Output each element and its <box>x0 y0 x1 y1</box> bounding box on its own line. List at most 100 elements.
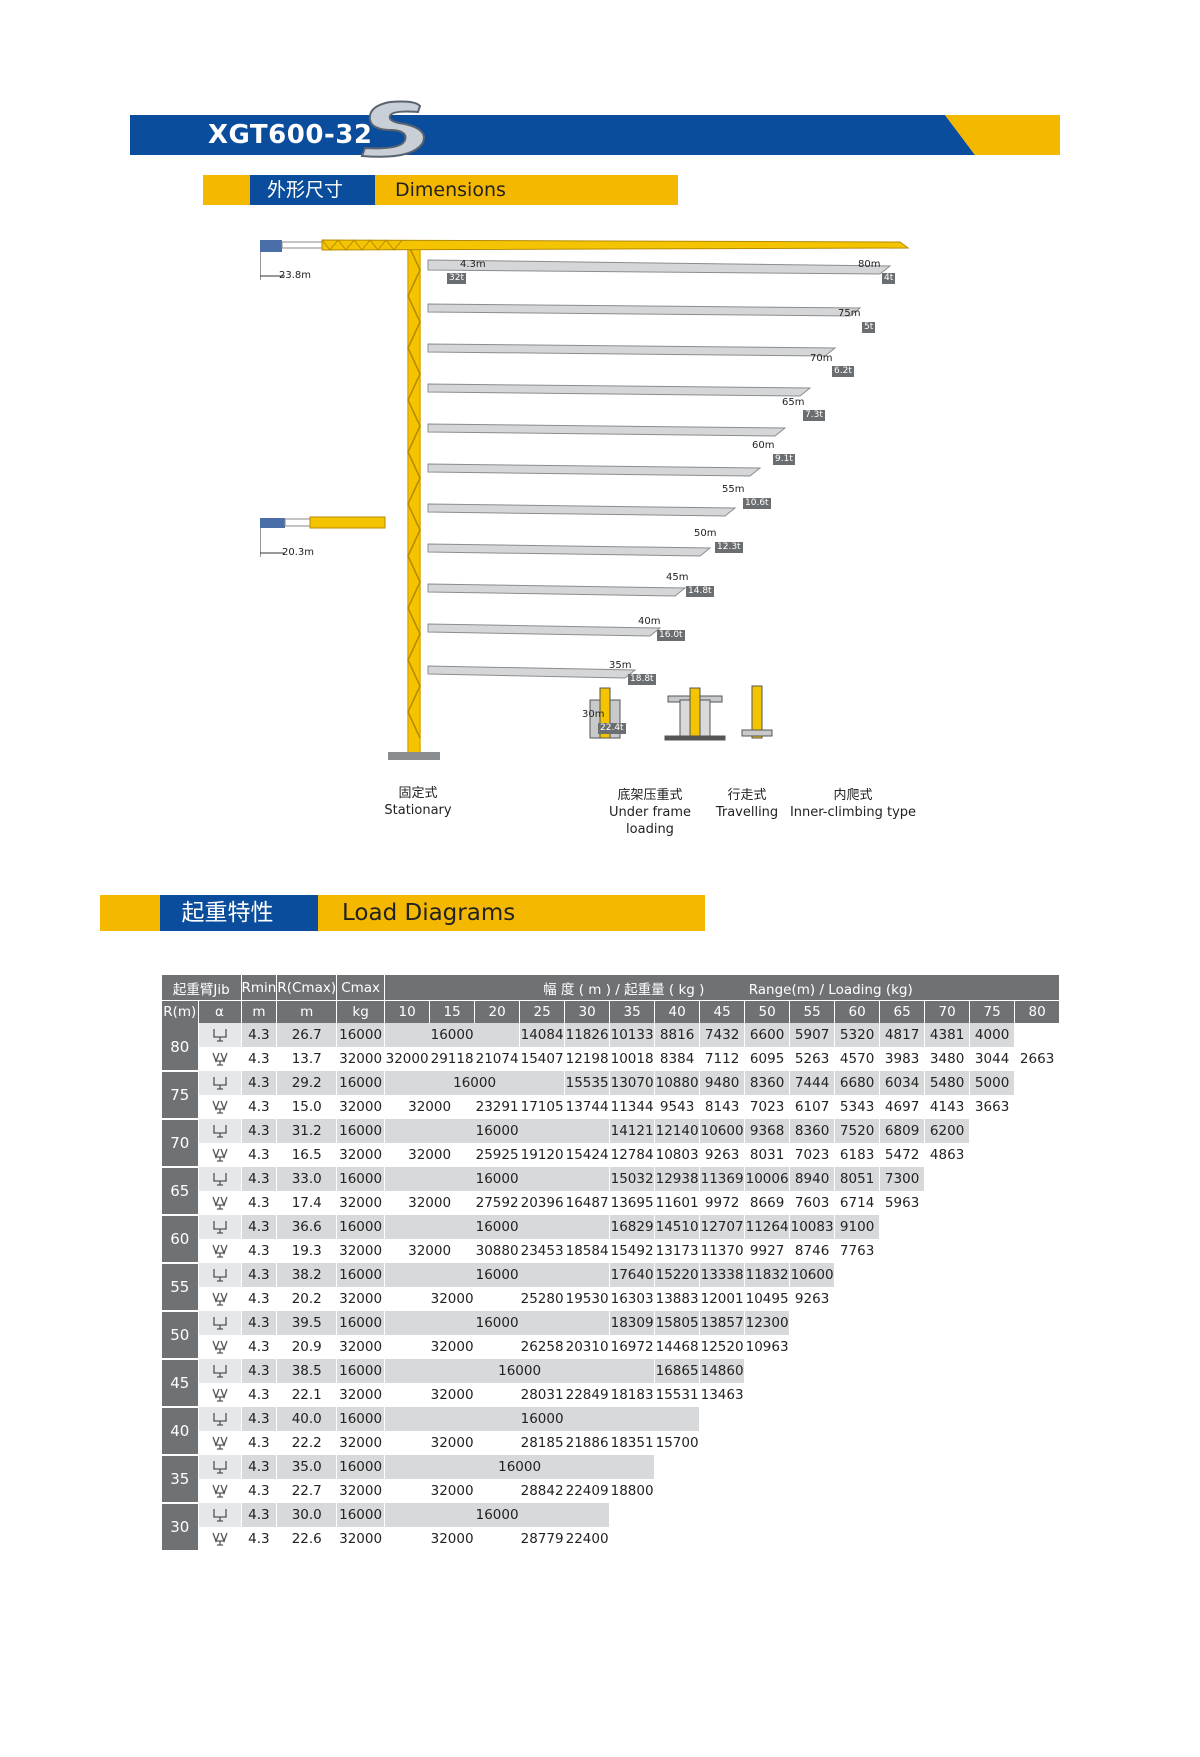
load-cell: 5480 <box>924 1071 971 1095</box>
top-jib-max-load: 4t <box>882 273 896 284</box>
single-hook-icon <box>198 1071 242 1095</box>
load-cell: 7520 <box>834 1119 881 1143</box>
header-range-30: 30 <box>564 1000 611 1023</box>
rcmax-cell: 38.2 <box>276 1263 338 1287</box>
load-cell: 16000 <box>384 1359 656 1383</box>
header-range-20: 20 <box>474 1000 521 1023</box>
jib-load-45: 14.8t <box>686 586 714 597</box>
empty-cell <box>924 1167 1061 1191</box>
load-cell: 7763 <box>834 1239 881 1263</box>
header-range-50: 50 <box>744 1000 791 1023</box>
rmin-cell: 4.3 <box>241 1263 278 1287</box>
type-travelling-en: Travelling <box>715 805 779 820</box>
rcmax-cell: 33.0 <box>276 1167 338 1191</box>
load-cell: 14084 <box>519 1023 566 1047</box>
load-cell: 16972 <box>609 1335 656 1359</box>
load-cell: 5000 <box>969 1071 1016 1095</box>
load-cell: 32000 <box>384 1527 521 1551</box>
top-jib-min-range: 4.3m <box>460 259 486 270</box>
table-row: 35 4.3 35.0 16000 16000 <box>162 1455 1061 1504</box>
load-cell: 11264 <box>744 1215 791 1239</box>
load-cell: 10133 <box>609 1023 656 1047</box>
load-cell: 13173 <box>654 1239 701 1263</box>
load-cell: 15032 <box>609 1167 656 1191</box>
single-hook-icon <box>198 1407 242 1431</box>
load-label-en: Load Diagrams <box>342 900 516 926</box>
load-cell: 19120 <box>519 1143 566 1167</box>
empty-cell <box>699 1407 1061 1431</box>
load-cell: 23453 <box>519 1239 566 1263</box>
jib-length-cell: 30 <box>162 1503 199 1552</box>
load-cell: 14468 <box>654 1335 701 1359</box>
load-cell: 4143 <box>924 1095 971 1119</box>
rmin-cell: 4.3 <box>241 1479 278 1503</box>
table-row: 4.3 17.4 32000 32000 27592 20396 16487 13695 116… <box>162 1191 1061 1215</box>
load-cell: 11370 <box>699 1239 746 1263</box>
s-logo-icon <box>360 100 425 158</box>
load-cell: 7432 <box>699 1023 746 1047</box>
jib-load-60: 9.1t <box>773 454 795 465</box>
rcmax-cell: 20.2 <box>276 1287 338 1311</box>
load-cell: 7023 <box>789 1143 836 1167</box>
table-row: 40 4.3 40.0 16000 16000 <box>162 1407 1061 1456</box>
empty-cell <box>924 1191 1061 1215</box>
load-cell: 8746 <box>789 1239 836 1263</box>
top-jib-min-load: 32t <box>447 273 466 284</box>
load-cell: 18584 <box>564 1239 611 1263</box>
load-cell: 27592 <box>474 1191 521 1215</box>
jib-load-35: 18.8t <box>628 674 656 685</box>
load-cell: 8360 <box>744 1071 791 1095</box>
load-cell: 13857 <box>699 1311 746 1335</box>
load-cell: 15424 <box>564 1143 611 1167</box>
type-stationary-en: Stationary <box>384 803 452 818</box>
load-table: 起重臂Jib Rmin R(Cmax) Cmax 幅 度 ( m ) / 起重量… <box>162 975 1061 1552</box>
load-cell: 21886 <box>564 1431 611 1455</box>
load-cell: 28779 <box>519 1527 566 1551</box>
jib-range-55: 55m <box>722 484 745 495</box>
rcmax-cell: 22.7 <box>276 1479 338 1503</box>
header-range-45: 45 <box>699 1000 746 1023</box>
load-cell: 17640 <box>609 1263 656 1287</box>
empty-cell <box>654 1479 1061 1503</box>
jib-load-55: 10.6t <box>743 498 771 509</box>
load-cell: 4863 <box>924 1143 971 1167</box>
empty-cell <box>879 1215 1061 1239</box>
jib-length-cell: 45 <box>162 1359 199 1408</box>
single-hook-icon <box>198 1263 242 1287</box>
load-cell: 6200 <box>924 1119 971 1143</box>
cmax-cell: 32000 <box>336 1479 386 1503</box>
table-row: 45 4.3 38.5 16000 16000 16865 14860 <box>162 1359 1061 1408</box>
single-hook-icon <box>198 1503 242 1527</box>
load-cell: 12198 <box>564 1047 611 1071</box>
table-header-row-2: R(m) α m m kg 10 15 20 25 30 35 40 45 50 55 60 65 70… <box>162 1000 1061 1023</box>
table-body: 80 4.3 26.7 16000 16000 14084 11826 10133 8816 74… <box>162 1023 1061 1552</box>
table-row: 4.3 22.6 32000 32000 28779 22400 <box>162 1527 1061 1551</box>
load-cell: 5472 <box>879 1143 926 1167</box>
top-jib <box>260 239 910 280</box>
type-inner-climbing-en: Inner-climbing type <box>789 805 917 820</box>
cmax-cell: 16000 <box>336 1023 386 1047</box>
header-banner <box>130 115 1060 155</box>
rcmax-cell: 36.6 <box>276 1215 338 1239</box>
load-cell: 10963 <box>744 1335 791 1359</box>
cmax-cell: 32000 <box>336 1431 386 1455</box>
cmax-cell: 16000 <box>336 1455 386 1479</box>
load-cell: 15220 <box>654 1263 701 1287</box>
load-cell: 6714 <box>834 1191 881 1215</box>
empty-cell <box>879 1239 1061 1263</box>
empty-cell <box>834 1287 1061 1311</box>
table-row: 4.3 13.7 32000 32000 29118 21074 15407 12198 100… <box>162 1047 1061 1071</box>
load-cell: 32000 <box>384 1047 431 1071</box>
double-hook-icon <box>198 1239 242 1263</box>
single-hook-icon <box>198 1167 242 1191</box>
jib-load-75: 5t <box>862 322 876 333</box>
load-cell: 8143 <box>699 1095 746 1119</box>
load-cell: 14121 <box>609 1119 656 1143</box>
load-cell: 8940 <box>789 1167 836 1191</box>
load-cell: 6600 <box>744 1023 791 1047</box>
load-cell: 16000 <box>384 1023 521 1047</box>
table-row: 4.3 20.9 32000 32000 26258 20310 16972 14468 125… <box>162 1335 1061 1359</box>
jib-load-40: 16.0t <box>657 630 685 641</box>
header-jib: 起重臂Jib <box>162 975 242 1001</box>
load-cell: 16000 <box>384 1407 701 1431</box>
